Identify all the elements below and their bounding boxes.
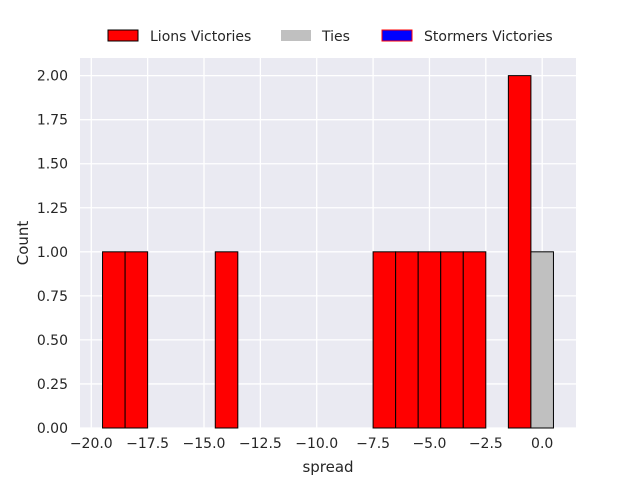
- y-tick-label: 0.50: [37, 333, 68, 349]
- histogram-bar: [214, 251, 239, 429]
- histogram-bar: [395, 251, 419, 429]
- y-tick-label: 0.00: [37, 421, 68, 437]
- histogram-bar: [417, 251, 442, 429]
- y-tick-label: 1.50: [37, 157, 68, 173]
- histogram-bar: [102, 251, 126, 429]
- legend: Lions Victories Ties Stormers Victories: [107, 29, 553, 45]
- y-axis-label: Count: [14, 221, 32, 266]
- histogram-bar: [530, 251, 554, 429]
- y-tick-label: 0.25: [37, 377, 68, 393]
- y-tick-label: 1.00: [37, 245, 68, 261]
- y-axis-ticks: 0.00 0.25 0.50 0.75 1.00 1.25 1.50 1.75 2.00: [37, 69, 68, 437]
- x-tick-label: −5.0: [412, 436, 446, 452]
- histogram-bar: [507, 75, 532, 429]
- legend-swatch-stormers: [381, 29, 413, 42]
- y-tick-label: 1.75: [37, 113, 68, 129]
- x-axis-label: spread: [302, 458, 353, 476]
- legend-swatch-lions: [107, 29, 139, 42]
- x-tick-label: −20.0: [70, 436, 113, 452]
- x-axis-ticks: −20.0 −17.5 −15.0 −12.5 −10.0 −7.5 −5.0 −2.5 0.0: [70, 436, 553, 452]
- legend-label-stormers: Stormers Victories: [424, 29, 553, 45]
- x-tick-label: 0.0: [531, 436, 553, 452]
- x-tick-label: −7.5: [356, 436, 390, 452]
- plot-area: [80, 58, 576, 428]
- x-tick-label: −12.5: [239, 436, 282, 452]
- legend-swatch-ties: [281, 30, 311, 41]
- histogram-bar: [440, 251, 464, 429]
- grid-lines: [80, 58, 576, 429]
- bars: [102, 75, 554, 429]
- x-tick-label: −17.5: [126, 436, 169, 452]
- histogram-bar: [124, 251, 149, 429]
- x-tick-label: −15.0: [183, 436, 226, 452]
- y-tick-label: 0.75: [37, 289, 68, 305]
- y-tick-label: 1.25: [37, 201, 68, 217]
- legend-label-ties: Ties: [321, 29, 350, 45]
- x-tick-label: −2.5: [469, 436, 503, 452]
- histogram-bar: [462, 251, 487, 429]
- y-tick-label: 2.00: [37, 69, 68, 85]
- legend-label-lions: Lions Victories: [150, 29, 251, 45]
- histogram-bar: [372, 251, 397, 429]
- x-tick-label: −10.0: [295, 436, 338, 452]
